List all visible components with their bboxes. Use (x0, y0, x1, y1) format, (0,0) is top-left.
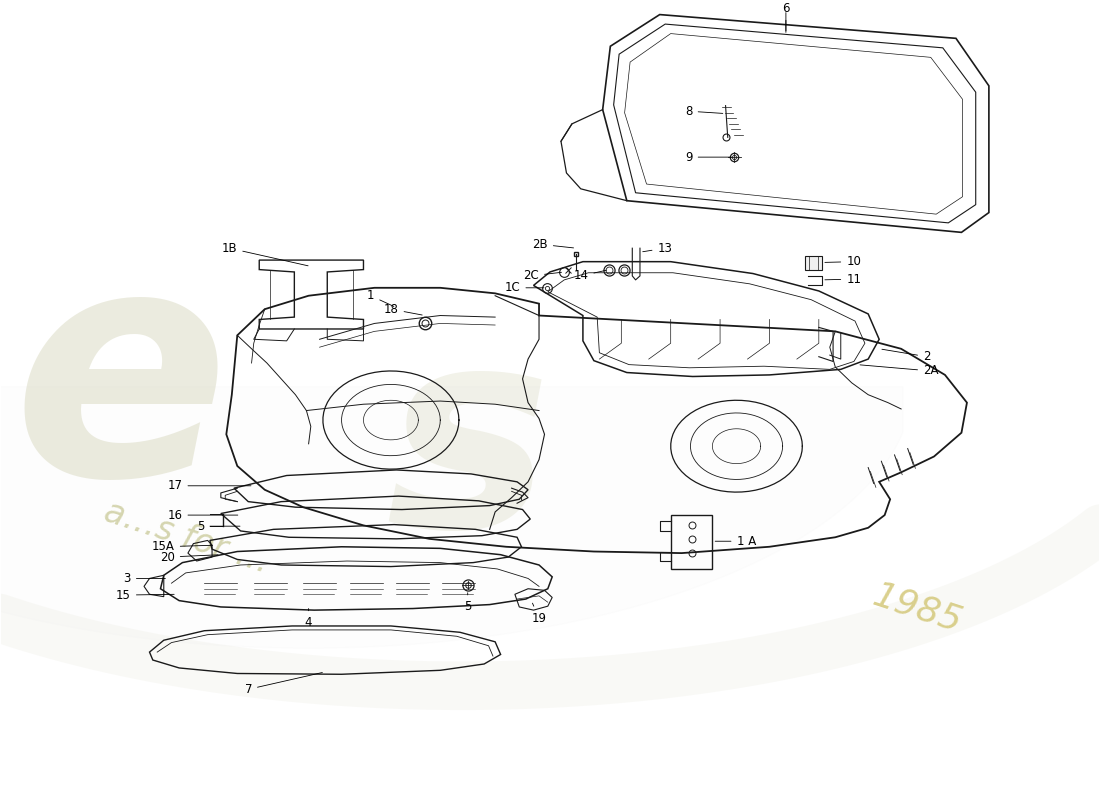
Text: 7: 7 (244, 673, 322, 696)
Text: a…s for …: a…s for … (100, 495, 274, 579)
Text: 6: 6 (782, 2, 790, 32)
Text: 15: 15 (116, 589, 174, 602)
Text: 2C: 2C (524, 270, 561, 282)
Text: 19: 19 (531, 603, 547, 625)
Text: 9: 9 (685, 150, 732, 164)
Text: 3: 3 (123, 572, 165, 585)
Text: 15A: 15A (152, 540, 212, 554)
Text: e: e (12, 232, 229, 542)
Text: 5: 5 (197, 520, 240, 533)
Text: 13: 13 (642, 242, 672, 254)
Text: 1985: 1985 (868, 578, 966, 639)
Text: 17: 17 (167, 479, 251, 492)
Text: 11: 11 (825, 273, 861, 286)
Text: 18: 18 (384, 302, 422, 316)
Text: 1C: 1C (505, 282, 543, 294)
Text: 14: 14 (573, 270, 606, 282)
Text: 16: 16 (167, 509, 238, 522)
Text: s: s (385, 315, 551, 585)
Text: 1 A: 1 A (715, 534, 756, 548)
Text: 20: 20 (160, 550, 218, 563)
Text: 1: 1 (367, 290, 394, 306)
Polygon shape (804, 256, 822, 270)
Text: 2A: 2A (860, 365, 938, 378)
Text: 4: 4 (305, 609, 312, 630)
Text: 5: 5 (464, 593, 472, 614)
Text: 2B: 2B (532, 238, 573, 250)
Text: 1B: 1B (222, 242, 308, 266)
Text: 10: 10 (825, 255, 861, 268)
Text: 2: 2 (882, 350, 931, 363)
Text: 8: 8 (685, 105, 723, 118)
